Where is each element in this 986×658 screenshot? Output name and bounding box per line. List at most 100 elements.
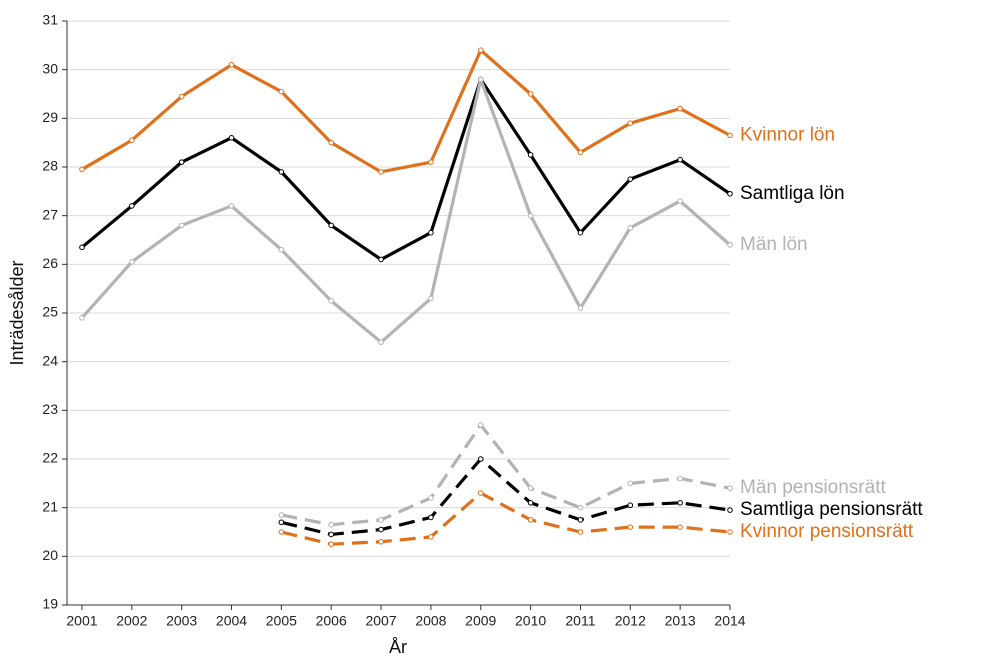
data-point [228, 203, 235, 209]
x-tick-label: 2003 [166, 613, 197, 629]
data-point [378, 526, 384, 533]
x-tick-label: 2005 [266, 613, 297, 629]
data-point [428, 159, 434, 165]
series-label: Män lön [740, 234, 808, 255]
data-point [477, 490, 484, 496]
data-point [477, 456, 484, 462]
data-point [178, 222, 185, 229]
data-point [627, 225, 634, 231]
x-tick-label: 2014 [714, 613, 745, 629]
data-point [278, 512, 285, 518]
series-line [281, 423, 731, 527]
y-tick-label: 23 [42, 401, 58, 417]
data-point [328, 541, 335, 547]
x-tick-label: 2009 [465, 613, 496, 629]
series-line [81, 48, 731, 174]
data-point [477, 422, 484, 428]
x-tick-label: 2004 [216, 613, 247, 629]
x-tick-label: 2002 [116, 613, 147, 629]
x-tick-label: 2001 [66, 613, 97, 629]
series-line [80, 77, 732, 344]
series-label: Samtliga pensionsrätt [740, 499, 923, 520]
data-point [79, 166, 85, 173]
data-point [527, 212, 534, 219]
data-point [527, 517, 534, 523]
data-point [178, 159, 185, 165]
data-point [727, 485, 733, 492]
y-tick-label: 19 [42, 596, 58, 612]
data-point [477, 76, 484, 83]
x-tick-label: 2006 [316, 613, 347, 629]
data-point [577, 149, 584, 156]
y-tick-label: 22 [42, 450, 58, 466]
data-point [627, 480, 634, 487]
data-point [278, 88, 285, 95]
x-axis-title: År [389, 637, 407, 657]
data-point [428, 229, 434, 236]
data-point [627, 120, 634, 126]
x-tick-label: 2010 [515, 613, 546, 629]
data-point [228, 62, 235, 68]
data-point [577, 529, 584, 535]
data-point [378, 256, 384, 263]
data-point [328, 139, 335, 146]
y-tick-label: 24 [42, 352, 58, 368]
y-tick-label: 20 [42, 547, 58, 563]
y-tick-label: 29 [42, 109, 58, 125]
data-point [79, 244, 85, 251]
data-point [278, 169, 285, 175]
data-point [278, 529, 285, 535]
y-axis-title: Inträdesålder [7, 260, 27, 365]
series-label: Samtliga lön [740, 183, 845, 204]
x-tick-label: 2008 [415, 613, 446, 629]
data-point [677, 198, 683, 204]
x-tick-label: 2011 [565, 613, 595, 629]
data-point [328, 521, 335, 528]
x-tick-label: 2013 [665, 613, 696, 629]
data-point [677, 500, 683, 506]
data-point [428, 295, 434, 302]
data-point [727, 190, 733, 197]
data-point [328, 531, 335, 538]
data-point [328, 298, 335, 304]
data-point [278, 519, 285, 526]
y-tick-label: 25 [42, 304, 58, 320]
data-point [278, 246, 285, 253]
data-point [627, 502, 634, 509]
x-tick-label: 2007 [365, 613, 396, 629]
y-tick-label: 28 [42, 158, 58, 174]
data-point [727, 132, 733, 139]
data-point [677, 105, 683, 112]
data-point [677, 475, 683, 482]
data-point [577, 229, 584, 236]
data-point [129, 137, 135, 144]
data-point [378, 339, 384, 346]
data-point [727, 507, 733, 513]
y-tick-label: 31 [42, 12, 58, 28]
data-point [677, 156, 683, 163]
data-point [577, 305, 584, 311]
series-label: Män pensionsrätt [740, 477, 886, 498]
series-line [280, 491, 731, 546]
data-point [627, 524, 634, 530]
data-point [527, 91, 534, 97]
data-point [527, 485, 534, 492]
data-point [228, 135, 235, 141]
data-point [527, 500, 534, 506]
data-point [477, 47, 484, 54]
data-point [178, 93, 185, 100]
data-point [527, 152, 534, 158]
x-tick-label: 2012 [615, 613, 646, 629]
y-tick-label: 27 [42, 206, 58, 222]
data-point [428, 495, 434, 501]
series-line [280, 457, 731, 537]
data-point [428, 514, 434, 521]
y-tick-label: 30 [42, 60, 58, 76]
data-point [79, 315, 85, 321]
data-point [378, 538, 384, 545]
data-point [727, 529, 733, 535]
series-label: Kvinnor pensionsrätt [740, 521, 914, 542]
data-point [727, 242, 733, 248]
data-point [328, 222, 335, 229]
